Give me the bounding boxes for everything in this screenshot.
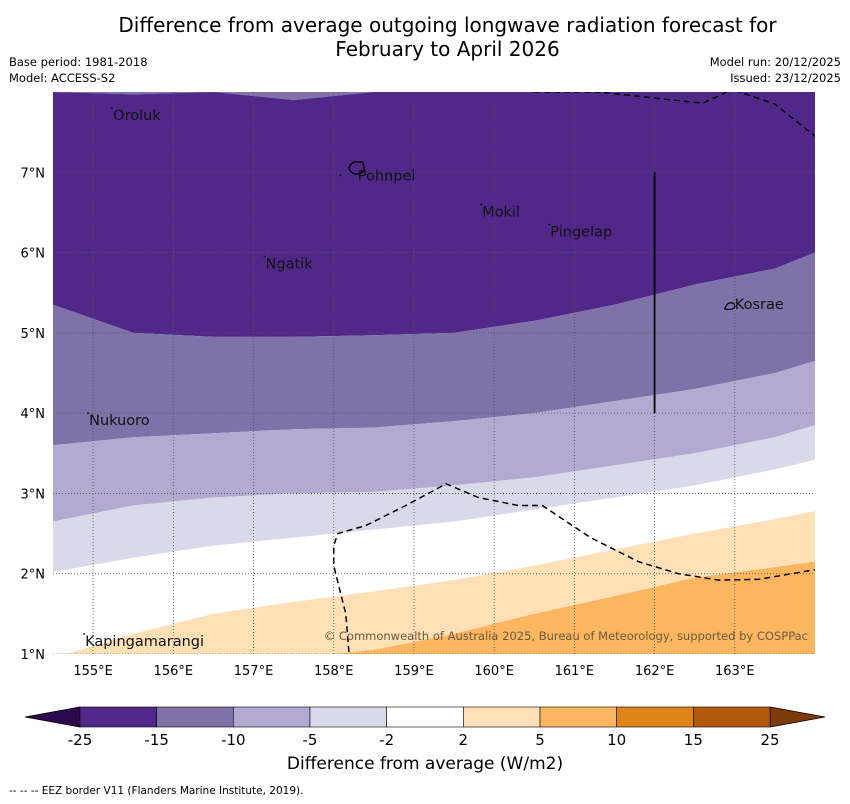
band-minus15-minus10-north xyxy=(53,92,815,101)
colorbar-tick-label: -15 xyxy=(144,731,169,749)
colorbar-swatch xyxy=(616,706,694,728)
band-minus5-minus2 xyxy=(53,425,815,573)
colorbar-tick-label: 15 xyxy=(684,731,703,749)
colorbar-swatch xyxy=(309,706,387,728)
lat-tick-label: 7°N xyxy=(21,166,46,181)
lat-tick-label: 1°N xyxy=(21,648,46,663)
colorbar-tick-label: -25 xyxy=(68,731,93,749)
band-plus5-plus10 xyxy=(333,561,815,654)
kosrae-island-outline xyxy=(724,302,736,311)
lon-tick-label: 163°E xyxy=(715,664,755,679)
model-name: Model: ACCESS-S2 xyxy=(9,71,116,85)
place-label-pohnpei: Pohnpei xyxy=(358,168,416,184)
lat-tick-label: 4°N xyxy=(21,407,46,422)
title-line-2: February to April 2026 xyxy=(335,37,560,61)
band-minus25-minus15 xyxy=(53,92,815,337)
colorbar-swatch xyxy=(233,706,311,728)
eez-legend-note: -- -- -- EEZ border V11 (Flanders Marine… xyxy=(9,785,304,797)
graticule xyxy=(53,92,815,654)
band-minus15-minus10 xyxy=(53,252,815,446)
colorbar-tick-label: 25 xyxy=(760,731,779,749)
lat-tick-label: 6°N xyxy=(21,247,46,262)
colorbar-swatch xyxy=(463,706,541,728)
eez-line xyxy=(737,92,815,137)
islet-mark xyxy=(87,412,89,415)
colorbar-label: Difference from average (W/m2) xyxy=(286,754,564,774)
lon-tick-label: 158°E xyxy=(314,664,354,679)
lat-tick-label: 5°N xyxy=(21,327,46,342)
islet-mark xyxy=(339,174,342,177)
colorbar-swatch xyxy=(79,706,157,728)
islands: Oroluk Pohnpei Mokil Pingelap Ngatik Kosrae Nu… xyxy=(83,107,784,650)
meta-left: Base period: 1981-2018 Model: ACCESS-S2 xyxy=(9,54,148,86)
lon-tick-label: 161°E xyxy=(555,664,595,679)
lon-tick-label: 160°E xyxy=(474,664,514,679)
colorbar: -25 -15 -10 -5 -2 2 5 10 15 25 xyxy=(24,706,826,749)
islet-mark xyxy=(480,203,483,206)
place-label-kosrae: Kosrae xyxy=(735,297,784,313)
place-label-kapingamarangi: Kapingamarangi xyxy=(85,634,204,650)
chart-title: Difference from average outgoing longwav… xyxy=(0,13,850,61)
eez-line xyxy=(332,482,815,654)
meta-right: Model run: 20/12/2025 Issued: 23/12/2025 xyxy=(710,54,841,86)
eez-line xyxy=(534,92,728,105)
colorbar-swatch xyxy=(693,706,771,728)
place-label-oroluk: Oroluk xyxy=(113,108,161,124)
place-label-mokil: Mokil xyxy=(482,204,520,220)
place-label-pingelap: Pingelap xyxy=(550,225,612,241)
lon-tick-label: 156°E xyxy=(154,664,194,679)
islet-mark xyxy=(111,107,114,109)
colorbar-swatch xyxy=(156,706,234,728)
islet-mark xyxy=(263,255,266,258)
colorbar-tick-label: -2 xyxy=(379,731,394,749)
lon-tick-label: 162°E xyxy=(635,664,675,679)
lon-tick-label: 159°E xyxy=(394,664,434,679)
lon-tick-label: 157°E xyxy=(234,664,274,679)
pohnpei-island-outline xyxy=(348,161,365,175)
band-minus10-minus5 xyxy=(53,360,815,522)
colorbar-swatch xyxy=(386,706,464,728)
base-period: Base period: 1981-2018 xyxy=(9,55,148,69)
lat-tick-label: 3°N xyxy=(21,487,46,502)
lat-tick-label: 2°N xyxy=(21,568,46,583)
issued-date: Issued: 23/12/2025 xyxy=(730,71,841,85)
colorbar-tick-label: 10 xyxy=(607,731,626,749)
colorbar-over-arrow xyxy=(769,706,826,728)
colorbar-under-arrow xyxy=(24,706,81,728)
place-label-nukuoro: Nukuoro xyxy=(89,413,150,429)
model-run: Model run: 20/12/2025 xyxy=(709,55,841,69)
colorbar-tick-label: 2 xyxy=(459,731,469,749)
colorbar-tick-label: -5 xyxy=(303,731,318,749)
lon-tick-label: 155°E xyxy=(73,664,113,679)
anomaly-bands xyxy=(53,92,815,654)
title-line-1: Difference from average outgoing longwav… xyxy=(118,13,777,37)
colorbar-swatch xyxy=(539,706,617,728)
islet-mark xyxy=(83,633,85,635)
islet-mark xyxy=(548,223,551,226)
copyright-text: © Commonwealth of Australia 2025, Bureau… xyxy=(324,629,808,643)
colorbar-tick-label: -10 xyxy=(221,731,246,749)
place-label-ngatik: Ngatik xyxy=(266,257,314,273)
axes: 155°E 156°E 157°E 158°E 159°E 160°E 161°E 162°E… xyxy=(21,166,755,679)
eez-border xyxy=(332,92,815,654)
colorbar-tick-label: 5 xyxy=(535,731,545,749)
